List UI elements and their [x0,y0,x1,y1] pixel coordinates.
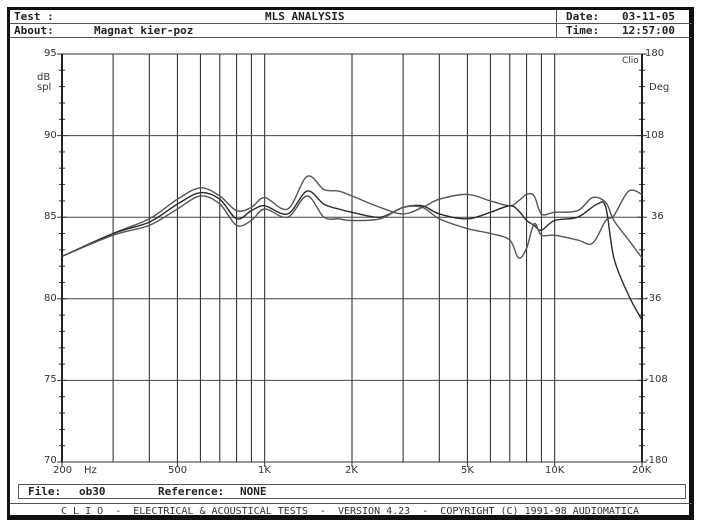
file-value: ob30 [79,485,106,498]
y-tick-95: 95 [44,48,57,59]
response-curve-upper [61,175,643,259]
about-label: About: [14,24,54,37]
header-divider [10,23,692,24]
y2-tick-180: 180 [645,48,665,59]
response-curve-lower [61,189,643,259]
y-tick-70: 70 [44,455,57,466]
x-unit-hz: Hz [84,465,97,476]
chart-grid [62,54,642,462]
date-value: 03-11-05 [622,10,675,23]
window-frame [7,7,694,520]
curves [61,175,643,321]
x-tick-500: 500 [168,465,188,476]
header: Test : MLS ANALYSIS About: Magnat kier-p… [10,10,692,38]
time-value: 12:57:00 [622,24,675,37]
x-tick-200: 200 [53,465,73,476]
date-label: Date: [566,10,600,23]
y2-tick-36: 36 [651,211,664,222]
x-tick-20k: 20K [632,465,652,476]
footer-divider [10,503,692,504]
clio-brand: Clio [622,56,639,66]
y2-tick-minus180: -180 [645,455,668,466]
y-unit-db: dB [37,72,51,83]
file-info-bar: File: ob30 Reference: NONE [18,484,686,499]
about-value: Magnat kier-poz [94,24,194,37]
y2-tick-minus36: -36 [645,293,662,304]
y-tick-80: 80 [44,293,57,304]
x-tick-1k: 1K [258,465,271,476]
analysis-title: MLS ANALYSIS [265,10,345,23]
reference-label: Reference: [158,485,225,498]
y-unit-spl: spl [37,82,52,93]
y-tick-75: 75 [44,374,57,385]
y-tick-90: 90 [44,130,57,141]
reference-value: NONE [240,485,267,498]
x-tick-5k: 5K [461,465,474,476]
x-tick-10k: 10K [545,465,565,476]
y2-unit-deg: Deg [649,82,670,93]
y2-tick-minus108: -108 [645,374,668,385]
y2-tick-108: 108 [645,130,665,141]
file-label: File: [28,485,62,498]
time-label: Time: [566,24,600,37]
y-tick-85: 85 [44,211,57,222]
x-tick-2k: 2K [345,465,358,476]
credits-line: C L I O - ELECTRICAL & ACOUSTICAL TESTS … [61,506,639,517]
test-label: Test : [14,10,54,23]
header-vertical-divider [556,10,557,38]
header-bottom-border [10,37,692,38]
